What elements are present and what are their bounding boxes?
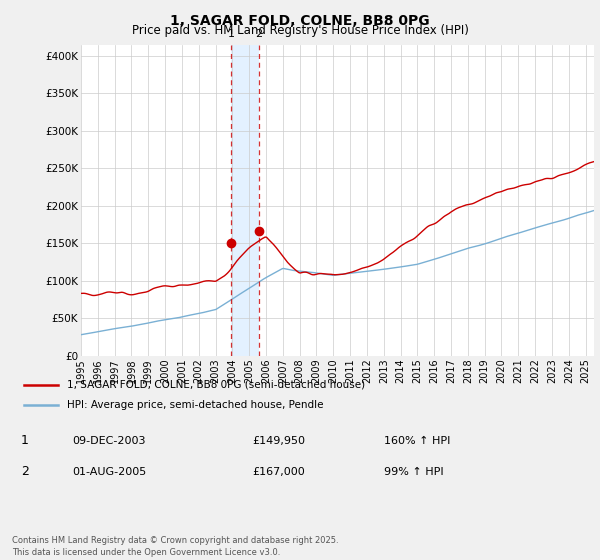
Text: Price paid vs. HM Land Registry's House Price Index (HPI): Price paid vs. HM Land Registry's House … bbox=[131, 24, 469, 37]
Text: 09-DEC-2003: 09-DEC-2003 bbox=[72, 436, 146, 446]
Text: 160% ↑ HPI: 160% ↑ HPI bbox=[384, 436, 451, 446]
Text: 2: 2 bbox=[20, 465, 29, 478]
Text: 2: 2 bbox=[256, 29, 263, 39]
Text: 1: 1 bbox=[228, 29, 235, 39]
Text: 01-AUG-2005: 01-AUG-2005 bbox=[72, 466, 146, 477]
Text: Contains HM Land Registry data © Crown copyright and database right 2025.
This d: Contains HM Land Registry data © Crown c… bbox=[12, 536, 338, 557]
Text: 99% ↑ HPI: 99% ↑ HPI bbox=[384, 466, 443, 477]
Text: 1, SAGAR FOLD, COLNE, BB8 0PG (semi-detached house): 1, SAGAR FOLD, COLNE, BB8 0PG (semi-deta… bbox=[67, 380, 365, 390]
Text: £167,000: £167,000 bbox=[252, 466, 305, 477]
Text: 1, SAGAR FOLD, COLNE, BB8 0PG: 1, SAGAR FOLD, COLNE, BB8 0PG bbox=[170, 14, 430, 28]
Text: HPI: Average price, semi-detached house, Pendle: HPI: Average price, semi-detached house,… bbox=[67, 400, 323, 410]
Text: £149,950: £149,950 bbox=[252, 436, 305, 446]
Bar bbox=[232, 45, 259, 356]
Text: 1: 1 bbox=[20, 434, 29, 447]
